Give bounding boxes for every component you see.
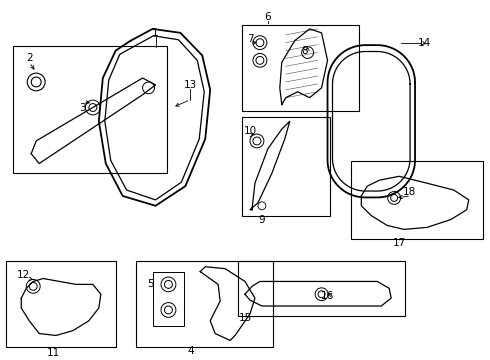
Text: 16: 16 [321,291,334,301]
Text: 9: 9 [259,215,265,225]
Text: 2: 2 [26,53,32,63]
Bar [136,261,273,347]
Text: 7: 7 [246,34,253,44]
Text: 17: 17 [392,238,406,248]
Text: 8: 8 [301,45,308,55]
Text: 18: 18 [402,187,416,197]
Text: 13: 13 [184,80,197,90]
Bar [152,272,184,326]
Text: 12: 12 [17,270,30,280]
Text: 15: 15 [238,313,252,323]
Text: 5: 5 [147,279,154,289]
Bar [238,261,405,316]
Bar [242,25,359,112]
Text: 14: 14 [417,38,431,48]
Text: 4: 4 [187,346,194,356]
Text: 3: 3 [79,103,86,113]
Text: 11: 11 [47,348,60,358]
Bar [6,261,116,347]
Text: 1: 1 [152,28,159,38]
Text: 6: 6 [265,12,271,22]
Bar [13,46,168,174]
Bar [242,117,329,216]
Bar [351,161,483,239]
Text: 10: 10 [244,126,257,136]
